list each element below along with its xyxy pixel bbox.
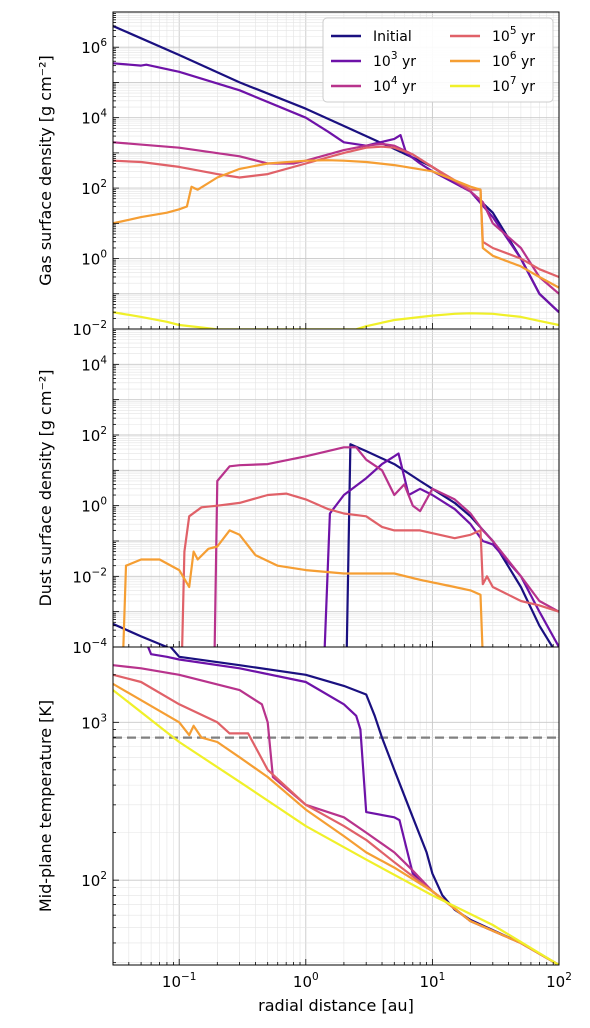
y-tick-label: 100 [81,496,107,516]
x-tick-label: 101 [420,971,446,991]
gas-y-axis-label: Gas surface density [g cm⁻²] [36,55,55,286]
y-tick-label: 103 [81,712,107,732]
dust-y-axis-label: Dust surface density [g cm⁻²] [36,369,55,606]
legend-label-1e6-yr: 106 yr [492,50,535,70]
dust-axes-frame [112,328,560,648]
temperature-y-axis-label: Mid-plane temperature [K] [36,700,55,912]
dust-series-1e4-yr [213,446,559,647]
frame-layer [112,11,560,966]
x-tick-label: 100 [293,971,319,991]
legend-label-initial: Initial [373,29,412,45]
y-tick-label: 10−4 [72,637,107,657]
y-tick-label: 10−2 [72,319,107,339]
y-tick-label: 100 [81,249,107,269]
dust-series-initial [113,443,554,647]
text-layer: 10−2 100 102 104 106 Gas surface density [g c… [36,17,572,1015]
dust-series-1e6-yr [122,529,484,647]
x-axis-label: radial distance [au] [258,996,414,1015]
x-tick-label: 102 [546,971,572,991]
legend-label-1e4-yr: 104 yr [373,75,416,95]
y-tick-label: 104 [81,354,107,374]
temperature-series-1e3-yr [146,647,559,965]
dust-series-1e3-yr [323,452,559,647]
temperature-series-initial [169,647,559,965]
y-tick-label: 102 [81,870,107,890]
gas-series-1e7-yr [113,311,559,329]
temperature-series-1e4-yr [113,664,559,965]
temperature-axes-frame [112,646,560,966]
legend-label-1e3-yr: 103 yr [373,50,416,70]
y-tick-label: 10−2 [72,566,107,586]
dust-series-1e5-yr [181,492,559,647]
temperature-series-1e5-yr [113,673,559,965]
y-tick-label: 102 [81,178,107,198]
legend: Initial 103 yr 104 yr 105 yr 106 yr 107 yr [322,17,554,103]
series-layer [113,24,559,965]
legend-label-1e5-yr: 105 yr [492,25,535,45]
legend-box [322,17,554,103]
y-tick-label: 104 [81,108,107,128]
temperature-series-1e6-yr [113,682,559,965]
gas-series-1e3-yr [113,62,559,314]
gas-series-1e4-yr [113,141,559,295]
gas-series-1e5-yr [113,145,559,279]
gas-series-1e6-yr [113,159,559,289]
legend-label-1e7-yr: 107 yr [492,75,535,95]
grid-layer [112,11,560,965]
temperature-series-1e7-yr [113,689,559,965]
y-tick-label: 106 [81,37,107,57]
y-tick-label: 102 [81,425,107,445]
x-tick-label: 10−1 [162,971,197,991]
